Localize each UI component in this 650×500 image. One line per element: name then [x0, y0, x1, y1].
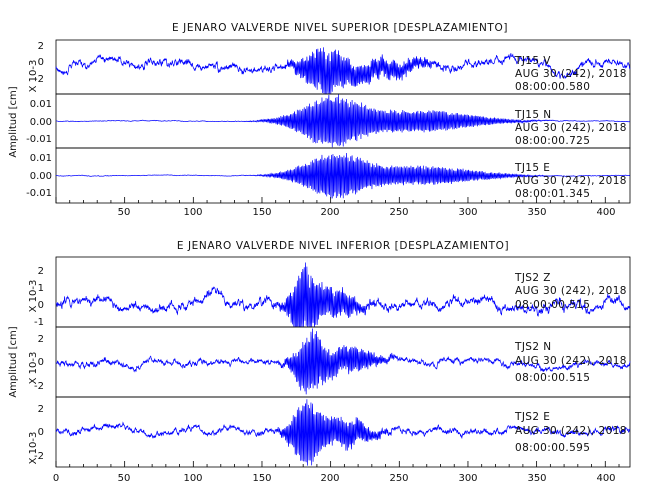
bottom-figure: E JENARO VALVERDE NIVEL INFERIOR [DESPLA…	[8, 240, 631, 484]
bottom-panel-1-waveform	[55, 262, 631, 328]
top-xtick-50: 50	[118, 207, 131, 218]
waveform-trace	[55, 152, 631, 199]
top-panel-2-waveform	[55, 94, 631, 148]
bottom-panel-2-ytick-3: -2	[34, 381, 44, 392]
top-y-axis-label: Amplitud [cm]	[8, 86, 19, 157]
bottom-panel-2-ytick-1: 2	[38, 334, 44, 345]
top-xtick-150: 150	[252, 207, 271, 218]
bottom-panel-3-date: AUG 30 (242), 2018	[515, 425, 627, 437]
bottom-xtick-150: 150	[252, 473, 271, 484]
bottom-x-axis: 0 50 100 150 200 250 300 350 400	[53, 473, 616, 484]
bottom-panel-1-time: 08:00:00.515	[515, 299, 590, 311]
bottom-panel-2-station: TJS2 N	[514, 341, 551, 353]
bottom-chart-title: E JENARO VALVERDE NIVEL INFERIOR [DESPLA…	[177, 240, 509, 252]
bottom-panel-2-y-unit: X 10-3	[28, 352, 39, 385]
bottom-panel-1-ytick-1: 2	[38, 266, 44, 277]
bottom-panel-1-y-unit: X 10-3	[28, 280, 39, 313]
bottom-panel-3-ytick-2: 0	[38, 427, 44, 438]
top-panel-2-station: TJ15 N	[514, 109, 551, 121]
top-panel-2: 0.01 0.00 -0.01 TJ15 N AUG 30 (242), 201…	[26, 93, 631, 149]
top-panel-2-ytick-3: -0.01	[26, 134, 52, 145]
bottom-panel-3-waveform	[55, 399, 631, 466]
bottom-xtick-250: 250	[389, 473, 408, 484]
top-panel-1-waveform	[55, 47, 631, 95]
bottom-xtick-0: 0	[53, 473, 59, 484]
top-panel-3-ytick-2: 0.00	[30, 171, 52, 182]
bottom-panel-2-date: AUG 30 (242), 2018	[515, 355, 627, 367]
bottom-panel-1-ytick-3: 0	[38, 300, 44, 311]
bottom-xtick-50: 50	[118, 473, 131, 484]
top-xtick-200: 200	[320, 207, 339, 218]
top-panel-1-ytick-3: -2	[34, 74, 44, 85]
waveform-trace	[55, 94, 631, 148]
waveform-trace	[55, 262, 631, 328]
bottom-xtick-300: 300	[458, 473, 477, 484]
bottom-panel-2-time: 08:00:00.515	[515, 372, 590, 384]
top-figure: E JENARO VALVERDE NIVEL SUPERIOR [DESPLA…	[8, 22, 631, 218]
bottom-panel-3-ytick-1: 2	[38, 404, 44, 415]
bottom-panel-3-frame	[55, 396, 631, 468]
top-panel-1-ytick-2: 0	[38, 57, 44, 68]
bottom-panel-3-ytick-3: -2	[34, 451, 44, 462]
bottom-panel-1-date: AUG 30 (242), 2018	[515, 285, 627, 297]
top-panel-2-ytick-1: 0.01	[30, 99, 52, 110]
top-xtick-300: 300	[458, 207, 477, 218]
top-panel-3: 0.01 0.00 -0.01 TJ15 E AUG 30 (242), 201…	[26, 147, 631, 204]
top-panel-3-date: AUG 30 (242), 2018	[515, 175, 627, 187]
bottom-panel-3-y-unit: X 10-3	[28, 432, 39, 465]
top-panel-1-time: 08:00:00.580	[515, 81, 590, 93]
top-x-axis: 50 100 150 200 250 300 350 400	[118, 207, 616, 218]
top-panel-1-y-unit: X 10-3	[28, 60, 39, 93]
bottom-panel-1-ytick-4: -1	[34, 317, 44, 328]
top-panel-3-time: 08:00:01.345	[515, 188, 590, 200]
bottom-panel-1-ytick-2: 1	[38, 283, 44, 294]
bottom-panel-2-waveform	[55, 328, 631, 395]
top-panel-3-ytick-3: -0.01	[26, 188, 52, 199]
top-panel-1-station: TJ15 V	[514, 55, 551, 67]
bottom-xtick-200: 200	[320, 473, 339, 484]
bottom-xtick-100: 100	[183, 473, 202, 484]
axis-tick-marks	[55, 197, 620, 467]
top-xtick-250: 250	[389, 207, 408, 218]
waveform-trace	[55, 399, 631, 466]
waveform-trace	[55, 47, 631, 95]
top-xtick-100: 100	[183, 207, 202, 218]
bottom-panel-3: 2 0 -2 X 10-3 TJS2 E AUG 30 (242), 2018 …	[28, 396, 631, 468]
bottom-panel-1-station: TJS2 Z	[514, 272, 551, 284]
top-panel-3-station: TJ15 E	[514, 162, 550, 174]
bottom-panel-1: 2 1 0 -1 X 10-3 TJS2 Z AUG 30 (242), 201…	[28, 256, 631, 328]
top-panel-1-ytick-1: 2	[38, 41, 44, 52]
bottom-panel-3-time: 08:00:00.595	[515, 442, 590, 454]
bottom-panel-3-station: TJS2 E	[514, 411, 550, 423]
bottom-xtick-400: 400	[596, 473, 615, 484]
bottom-y-axis-label: Amplitud [cm]	[8, 326, 19, 397]
top-panel-3-waveform	[55, 152, 631, 199]
bottom-panel-2: 2 0 -2 X 10-3 TJS2 N AUG 30 (242), 2018 …	[28, 326, 631, 398]
top-panel-2-date: AUG 30 (242), 2018	[515, 122, 627, 134]
top-chart-title: E JENARO VALVERDE NIVEL SUPERIOR [DESPLA…	[172, 22, 508, 34]
top-xtick-400: 400	[596, 207, 615, 218]
top-panel-3-frame	[55, 147, 631, 204]
bottom-panel-2-ytick-2: 0	[38, 357, 44, 368]
top-xtick-350: 350	[527, 207, 546, 218]
top-panel-2-time: 08:00:00.725	[515, 135, 590, 147]
top-panel-1: 2 0 -2 X 10-3 TJ15 V AUG 30 (242), 2018 …	[28, 39, 631, 95]
bottom-xtick-350: 350	[527, 473, 546, 484]
top-panel-3-ytick-1: 0.01	[30, 153, 52, 164]
top-panel-2-ytick-2: 0.00	[30, 117, 52, 128]
waveform-trace	[55, 328, 631, 395]
top-panel-1-date: AUG 30 (242), 2018	[515, 68, 627, 80]
